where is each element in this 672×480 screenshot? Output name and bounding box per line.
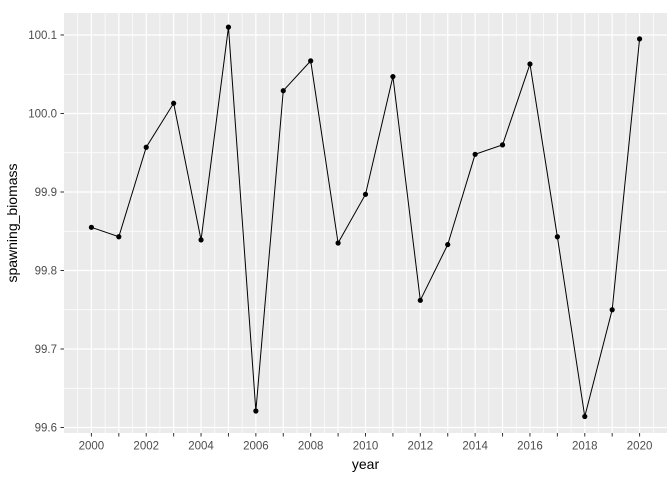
y-tick-label: 99.7: [35, 344, 57, 356]
y-axis-title: spawning_biomass: [4, 163, 20, 282]
chart-plot-area-layers: 2000 2002 2004 2006 2008 2010 2012 2014 2016 2018…: [28, 13, 667, 453]
data-point: [116, 234, 122, 240]
y-tick-label: 99.6: [35, 423, 57, 435]
data-point: [582, 413, 588, 420]
x-tick-label: 2014: [462, 441, 488, 453]
x-axis-title: year: [352, 456, 380, 472]
y-tick-label: 99.9: [35, 187, 57, 199]
data-point: [335, 240, 341, 246]
data-point: [472, 151, 478, 157]
x-tick-label: 2004: [188, 441, 214, 453]
y-tick-label: 100.0: [28, 108, 57, 120]
x-tick-label: 2018: [572, 441, 598, 453]
data-point: [554, 234, 560, 240]
x-tick-label: 2002: [133, 441, 159, 453]
data-point: [143, 144, 149, 150]
y-tick-label: 99.8: [35, 265, 57, 277]
data-point: [445, 241, 451, 248]
data-point: [171, 100, 177, 106]
data-point: [88, 224, 95, 230]
data-point: [527, 61, 533, 67]
data-point: [198, 237, 204, 243]
x-tick-label: 2006: [243, 441, 269, 453]
x-tick-label: 2016: [517, 441, 543, 453]
data-point: [609, 307, 615, 313]
x-tick-label: 2020: [627, 441, 653, 453]
y-tick-label: 100.1: [28, 30, 57, 42]
data-point: [362, 191, 369, 197]
data-point: [390, 73, 396, 80]
data-point: [636, 36, 643, 42]
x-tick-label: 2012: [408, 441, 434, 453]
x-tick-label: 2008: [298, 441, 324, 453]
data-point: [280, 88, 286, 94]
data-point: [308, 58, 314, 64]
data-point: [417, 297, 423, 303]
data-point: [499, 142, 506, 148]
x-tick-label: 2000: [79, 441, 105, 453]
data-point: [253, 408, 259, 414]
data-point: [225, 24, 232, 30]
x-tick-label: 2010: [353, 441, 379, 453]
